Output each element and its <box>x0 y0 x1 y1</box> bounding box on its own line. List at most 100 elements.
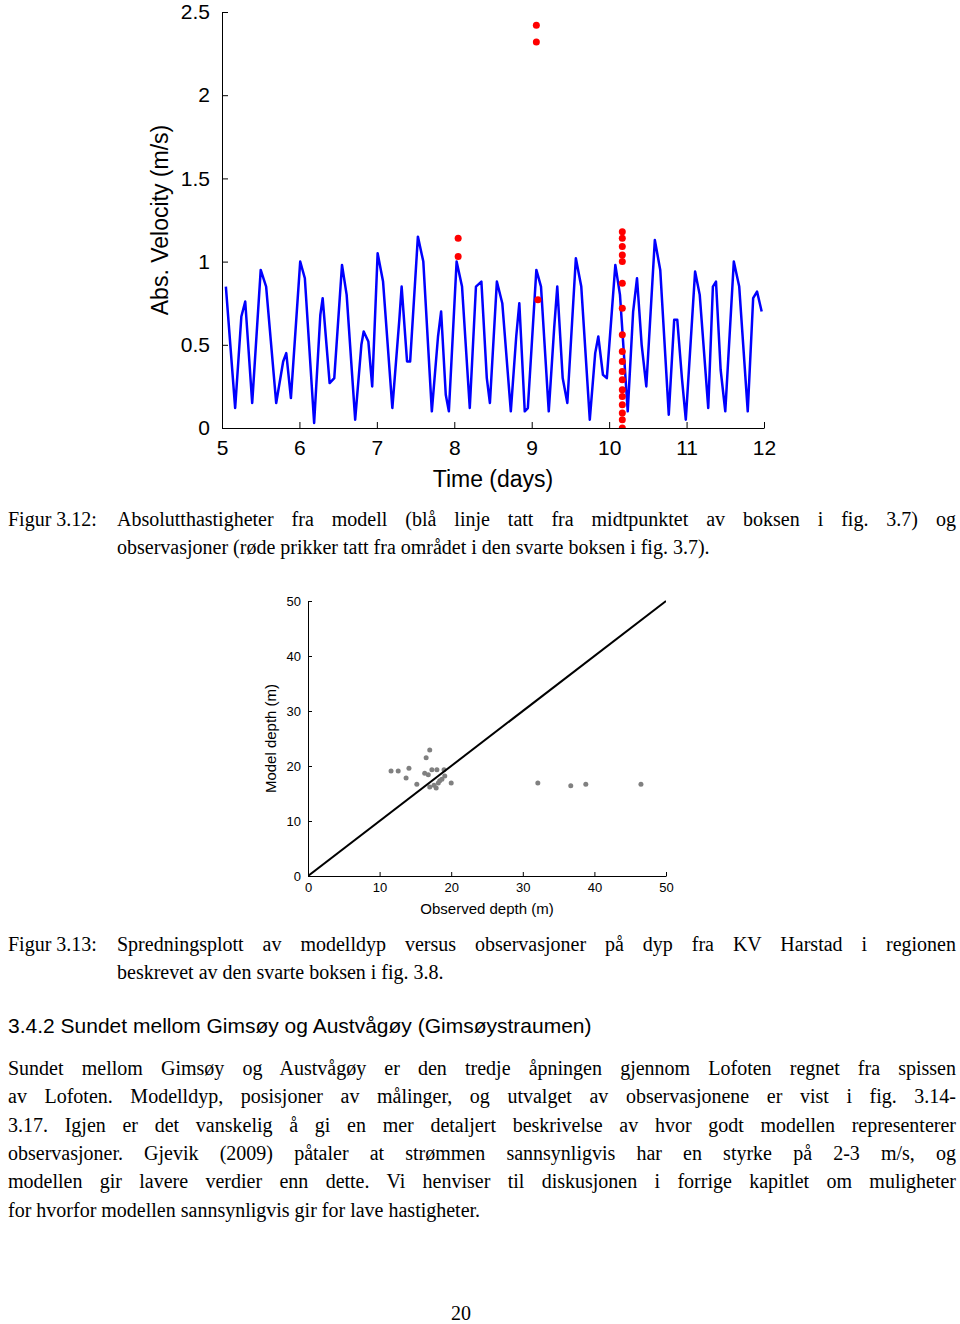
scatter-point <box>619 358 626 365</box>
section-number: 3.4.2 <box>8 1014 55 1037</box>
paragraph-line: av Lofoten. Modelldyp, posisjoner av mål… <box>8 1085 956 1108</box>
y-tick-mark <box>308 821 312 822</box>
scatter-point <box>619 376 626 383</box>
scatter-point <box>619 348 626 355</box>
caption-label: Figur 3.12: <box>8 508 97 531</box>
x-tick-label: 10 <box>373 880 387 895</box>
scatter-point <box>535 781 540 786</box>
y-tick-label: 50 <box>287 594 301 609</box>
x-axis: 01020304050 <box>305 872 674 895</box>
scatter-point <box>619 235 626 242</box>
scatter-point <box>619 386 626 393</box>
y-tick: 0.5 <box>181 333 228 356</box>
x-tick-label: 0 <box>305 880 312 895</box>
scatter-point <box>404 776 409 781</box>
page-number: 20 <box>451 1302 471 1324</box>
scatter-point <box>414 782 419 787</box>
scatter-point <box>638 782 643 787</box>
x-tick: 6 <box>294 422 306 459</box>
x-tick-mark <box>380 872 381 876</box>
scatter-point <box>619 305 626 312</box>
plot-area <box>308 601 666 876</box>
scatter-point <box>427 784 432 789</box>
y-tick-label: 0.5 <box>181 333 210 356</box>
scatter-point <box>396 768 401 773</box>
x-tick: 7 <box>372 422 384 459</box>
series-line <box>226 237 762 423</box>
caption-line: Spredningsplott av modelldyp versus obse… <box>117 933 956 956</box>
y-tick: 1.5 <box>181 167 228 190</box>
scatter-point <box>619 251 626 258</box>
scatter-point <box>619 243 626 250</box>
scatter-point <box>619 228 626 235</box>
y-tick: 0 <box>198 416 228 439</box>
x-tick: 10 <box>373 872 387 895</box>
x-tick-label: 10 <box>598 436 621 459</box>
y-axis-title: Abs. Velocity (m/s) <box>147 125 173 315</box>
y-tick-mark <box>222 95 228 96</box>
scatter-point <box>568 783 573 788</box>
y-axis-title: Model depth (m) <box>262 684 279 793</box>
y-axis: 0 0.5 1 1.5 2 2.5 <box>181 0 228 439</box>
x-tick-label: 8 <box>449 436 461 459</box>
y-tick-mark <box>308 766 312 767</box>
scatter-point <box>534 296 541 303</box>
y-tick: 10 <box>287 814 312 829</box>
x-axis-title: Observed depth (m) <box>420 900 553 917</box>
y-tick-mark <box>308 711 312 712</box>
caption-label: Figur 3.13: <box>8 933 97 956</box>
y-tick: 2 <box>198 83 228 106</box>
y-tick-mark <box>222 12 228 13</box>
x-tick-label: 30 <box>516 880 530 895</box>
scatter-point <box>583 782 588 787</box>
y-tick: 2.5 <box>181 0 228 23</box>
paragraph-line: Sundet mellom Gimsøy og Austvågøy er den… <box>8 1057 956 1080</box>
x-tick-mark <box>451 872 452 876</box>
x-tick-label: 12 <box>753 436 776 459</box>
x-tick-label: 7 <box>372 436 384 459</box>
scatter-point <box>455 253 462 260</box>
x-tick-label: 50 <box>659 880 673 895</box>
y-tick-mark <box>308 601 312 602</box>
caption-line: observasjoner (røde prikker tatt fra omr… <box>117 536 710 559</box>
plot-area <box>226 22 762 428</box>
scatter-point <box>619 425 626 429</box>
scatter-point <box>434 786 439 791</box>
y-tick-mark <box>308 656 312 657</box>
y-tick-label: 2.5 <box>181 0 210 23</box>
y-tick-label: 20 <box>287 759 301 774</box>
y-tick-mark <box>222 428 228 429</box>
y-tick-label: 1 <box>198 250 210 273</box>
y-tick-label: 10 <box>287 814 301 829</box>
x-tick: 9 <box>526 422 538 459</box>
x-tick-mark <box>299 422 300 428</box>
paragraph-line: 3.17. Igjen er det vanskelig å gi en mer… <box>8 1114 956 1137</box>
y-tick-mark <box>222 345 228 346</box>
x-tick: 30 <box>516 872 530 895</box>
x-tick-label: 5 <box>217 436 229 459</box>
chart: 5678910111200.511.522.5Time (days)Abs. V… <box>147 0 776 492</box>
scatter-point <box>427 748 432 753</box>
scatter-point <box>434 767 439 772</box>
x-axis-line <box>223 428 765 429</box>
scatter-point <box>449 781 454 786</box>
y-tick: 50 <box>287 594 312 609</box>
scatter-point <box>619 280 626 287</box>
caption-line: beskrevet av den svarte boksen i fig. 3.… <box>117 961 444 984</box>
y-tick: 0 <box>294 869 312 884</box>
x-axis-line <box>309 876 667 877</box>
caption-line: Absolutthastigheter fra modell (blå linj… <box>117 508 956 531</box>
x-tick-label: 6 <box>294 436 306 459</box>
scatter-point <box>619 331 626 338</box>
y-axis-line <box>308 602 309 877</box>
x-tick: 11 <box>676 422 698 459</box>
y-tick: 40 <box>287 649 312 664</box>
x-tick: 12 <box>753 422 776 459</box>
section-heading: 3.4.2 Sundet mellom Gimsøy og Austvågøy … <box>8 1014 592 1038</box>
x-tick: 8 <box>449 422 461 459</box>
x-axis: 5 6 7 8 9 10 11 12 <box>217 422 777 459</box>
scatter-point <box>533 38 540 45</box>
x-tick: 20 <box>444 872 458 895</box>
scatter-point <box>424 755 429 760</box>
y-tick: 20 <box>287 759 312 774</box>
